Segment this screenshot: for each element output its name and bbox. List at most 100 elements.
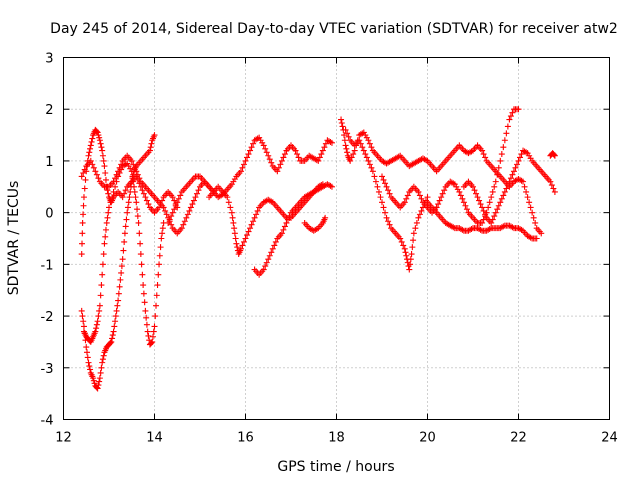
data-point-marker — [89, 135, 96, 142]
data-point-marker — [435, 201, 442, 208]
data-point-marker — [105, 190, 112, 197]
data-point-marker — [283, 219, 290, 226]
data-point-marker — [457, 192, 464, 199]
data-point-marker — [491, 213, 498, 220]
data-point-marker — [350, 151, 357, 158]
y-tick-label: 1 — [45, 155, 53, 170]
data-point-marker — [120, 247, 127, 254]
data-point-marker — [99, 359, 106, 366]
data-point-marker — [416, 211, 423, 218]
data-point-marker — [247, 147, 254, 154]
data-point-marker — [518, 151, 525, 158]
data-point-marker — [109, 335, 116, 342]
data-point-marker — [460, 199, 467, 206]
data-point-marker — [474, 194, 481, 201]
data-point-marker — [284, 216, 291, 223]
data-point-marker — [418, 195, 425, 202]
data-point-marker — [102, 226, 109, 233]
data-point-marker — [462, 202, 469, 209]
data-point-marker — [95, 382, 102, 389]
data-point-marker — [398, 238, 405, 245]
data-point-marker — [112, 175, 119, 182]
data-point-marker — [143, 321, 150, 328]
data-point-marker — [156, 261, 163, 268]
data-point-marker — [292, 147, 299, 154]
data-point-marker — [338, 120, 345, 127]
data-point-marker — [130, 178, 137, 185]
data-point-marker — [133, 168, 140, 175]
data-point-marker — [91, 380, 98, 387]
data-point-marker — [439, 190, 446, 197]
data-point-marker — [242, 235, 249, 242]
data-point-marker — [121, 230, 128, 237]
data-point-marker — [100, 251, 107, 258]
data-point-marker — [366, 161, 373, 168]
data-point-marker — [163, 211, 170, 218]
data-point-marker — [168, 213, 175, 220]
data-point-marker — [239, 164, 246, 171]
y-tick-label: -4 — [41, 414, 54, 429]
data-point-marker — [477, 201, 484, 208]
data-point-marker — [136, 230, 143, 237]
data-point-marker — [424, 194, 431, 201]
data-point-marker — [497, 157, 504, 164]
data-point-marker — [250, 218, 257, 225]
y-tick-label: -2 — [41, 310, 54, 325]
data-point-marker — [123, 216, 130, 223]
data-point-marker — [184, 211, 191, 218]
data-point-marker — [137, 251, 144, 258]
data-point-marker — [122, 223, 129, 230]
data-point-marker — [278, 157, 285, 164]
data-point-marker — [153, 292, 160, 299]
data-point-marker — [110, 188, 117, 195]
data-point-marker — [100, 157, 107, 164]
data-point-marker — [513, 161, 520, 168]
data-point-marker — [125, 199, 132, 206]
x-tick-label: 24 — [601, 431, 618, 446]
data-point-marker — [119, 194, 126, 201]
data-point-marker — [254, 207, 261, 214]
data-point-marker — [87, 366, 94, 373]
data-point-marker — [115, 290, 122, 297]
data-point-marker — [318, 151, 325, 158]
data-point-marker — [380, 204, 387, 211]
data-point-marker — [342, 142, 349, 149]
data-point-marker — [140, 282, 147, 289]
data-point-marker — [96, 375, 103, 382]
y-tick-label: 0 — [45, 207, 53, 222]
data-point-marker — [80, 202, 87, 209]
data-point-marker — [169, 194, 176, 201]
data-point-marker — [272, 238, 279, 245]
data-point-marker — [527, 204, 534, 211]
data-point-marker — [328, 183, 335, 190]
data-point-marker — [126, 194, 133, 201]
data-point-marker — [193, 190, 200, 197]
data-point-marker — [413, 219, 420, 226]
data-point-marker — [523, 188, 530, 195]
data-point-marker — [344, 130, 351, 137]
data-point-marker — [247, 225, 254, 232]
data-point-marker — [141, 299, 148, 306]
data-point-marker — [79, 230, 86, 237]
data-point-marker — [134, 171, 141, 178]
data-point-marker — [82, 176, 89, 183]
data-point-marker — [404, 192, 411, 199]
data-point-marker — [86, 149, 93, 156]
data-point-marker — [95, 132, 102, 139]
data-point-marker — [110, 178, 117, 185]
data-point-marker — [375, 188, 382, 195]
data-point-marker — [348, 154, 355, 161]
data-point-marker — [266, 252, 273, 259]
data-point-marker — [269, 245, 276, 252]
data-point-marker — [93, 321, 100, 328]
data-point-marker — [114, 302, 121, 309]
data-point-marker — [412, 225, 419, 232]
data-point-marker — [98, 364, 105, 371]
data-point-marker — [403, 195, 410, 202]
data-point-marker — [506, 116, 513, 123]
data-point-marker — [94, 318, 101, 325]
data-point-marker — [97, 369, 104, 376]
data-point-marker — [351, 147, 358, 154]
data-point-marker — [316, 154, 323, 161]
data-point-marker — [512, 164, 519, 171]
